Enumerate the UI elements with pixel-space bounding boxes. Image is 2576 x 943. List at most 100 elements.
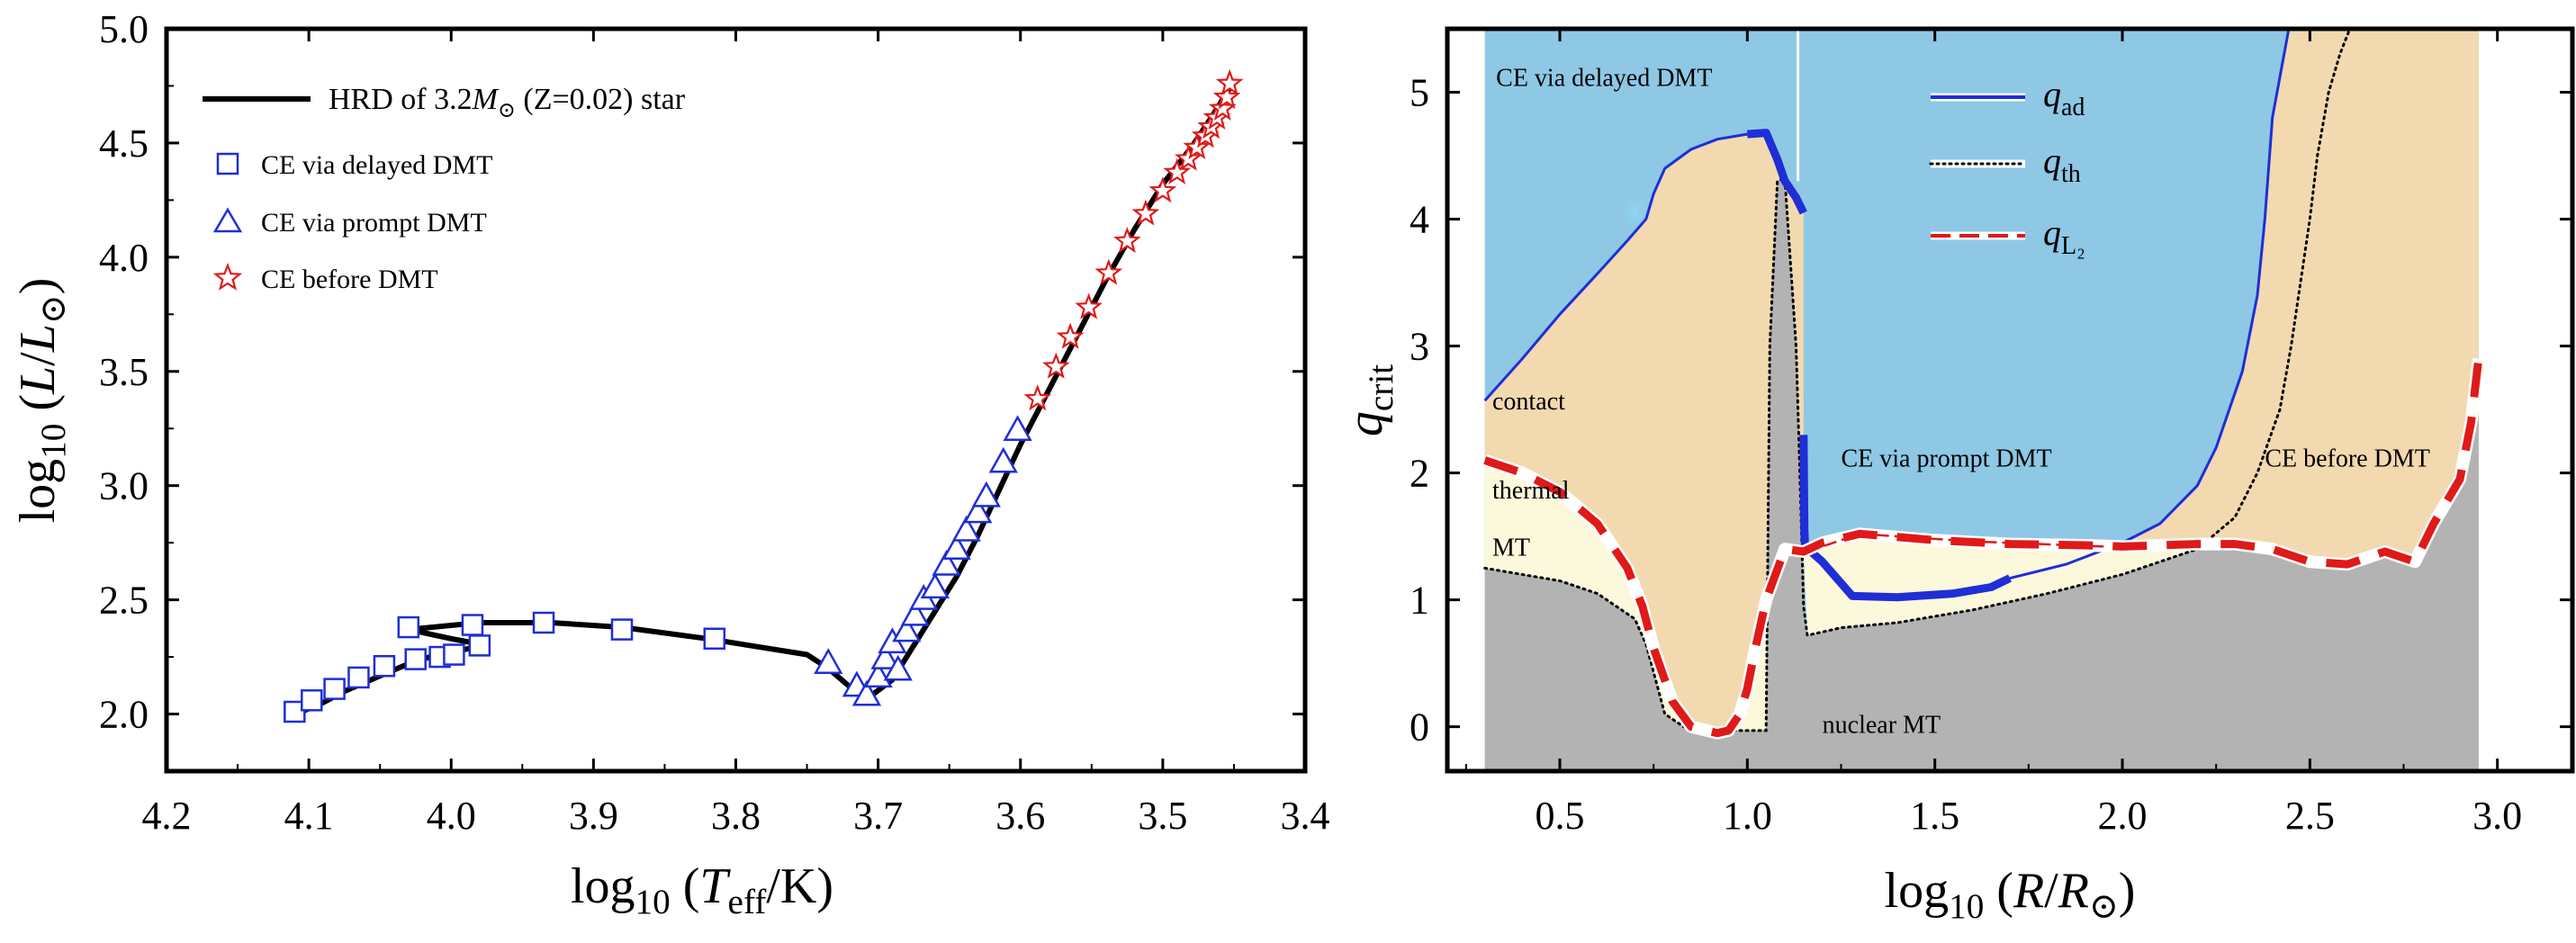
prompt-dmt-marker	[814, 648, 843, 674]
hrd-panel: 4.2 4.1 4.0 3.9 3.8 3.7 3.6 3.5 3.4 2.0 2.5 3.0 3.5…	[10, 7, 1330, 921]
prompt-dmt-marker	[920, 572, 950, 599]
legend-qth-label: qth	[2043, 140, 2081, 188]
region-label: CE before DMT	[2265, 445, 2430, 473]
prompt-dmt-marker	[971, 480, 1001, 507]
y-tick-label: 2	[1410, 452, 1429, 496]
before-dmt-marker	[1113, 227, 1141, 254]
before-dmt-marker	[1041, 352, 1070, 379]
delayed-dmt-marker	[373, 654, 396, 678]
region-label: nuclear MT	[1823, 712, 1941, 740]
delayed-dmt-marker	[468, 634, 491, 657]
y-tick-label: 4	[1410, 198, 1429, 242]
delayed-dmt-marker	[347, 666, 370, 689]
before-dmt-marker	[1215, 68, 1244, 95]
before-dmt-marker	[1131, 199, 1160, 226]
y-tick-label: 5.0	[99, 7, 149, 51]
region-label: CE via prompt DMT	[1842, 445, 2052, 473]
y-tick-label: 4.5	[99, 121, 149, 166]
qad-curve-1	[1483, 132, 1748, 402]
hrd-x-ticks: 4.2 4.1 4.0 3.9 3.8 3.7 3.6 3.5 3.4	[142, 29, 1330, 838]
prompt-dmt-marker	[1003, 415, 1032, 442]
delayed-dmt-marker	[461, 614, 484, 636]
delayed-dmt-marker	[443, 643, 465, 666]
delayed-dmt-marker	[703, 627, 726, 651]
legend-qad-label: qad	[2043, 74, 2085, 121]
delayed-dmt-marker	[284, 700, 306, 723]
legend-prompt-label: CE via prompt DMT	[261, 208, 487, 238]
y-tick-label: 0	[1410, 705, 1429, 750]
x-tick-label: 0.5	[1536, 794, 1585, 838]
prompt-dmt-marker	[900, 599, 930, 626]
x-tick-label: 3.9	[569, 794, 618, 838]
qcrit-plot-area: CE via delayed DMT contact thermal MT CE via…	[1482, 29, 2485, 771]
y-tick-label: 3.5	[99, 350, 149, 394]
legend-ql2-label: qL₂	[2043, 212, 2085, 260]
qcrit-panel: CE via delayed DMT contact thermal MT CE via…	[1338, 26, 2575, 926]
x-tick-label: 1.5	[1910, 794, 1959, 838]
hrd-markers	[284, 68, 1244, 723]
x-tick-label: 2.5	[2285, 794, 2335, 838]
before-dmt-marker	[1023, 384, 1052, 411]
region-labels: CE via delayed DMT contact thermal MT CE via…	[1492, 64, 2430, 739]
prompt-dmt-marker	[963, 497, 993, 524]
before-dmt-marker	[1075, 292, 1103, 319]
delayed-dmt-marker	[323, 678, 346, 700]
region-label: CE via delayed DMT	[1496, 64, 1712, 92]
y-tick-label: 5	[1410, 71, 1429, 115]
prompt-dmt-marker	[883, 654, 913, 681]
hrd-plot-frame	[164, 26, 1308, 774]
ql2-curve-thin	[1806, 533, 2104, 553]
x-tick-label: 3.6	[995, 794, 1045, 838]
legend-star-marker	[212, 262, 243, 291]
x-tick-label: 2.0	[2098, 794, 2148, 838]
before-dmt-marker	[1094, 258, 1123, 285]
qcrit-x-ticks: 0.5 1.0 1.5 2.0 2.5 3.0	[1464, 29, 2522, 838]
prompt-dmt-marker	[932, 549, 961, 576]
qcrit-x-axis-title: log10 (R/R⊙)	[1885, 863, 2136, 926]
x-tick-label: 3.5	[1138, 794, 1187, 838]
x-tick-label: 3.8	[711, 794, 761, 838]
prompt-dmt-marker	[870, 643, 900, 669]
y-tick-label: 2.5	[99, 579, 149, 623]
delayed-dmt-marker	[610, 618, 634, 641]
x-tick-label: 1.0	[1723, 794, 1772, 838]
delayed-dmt-marker	[404, 648, 427, 670]
before-dmt-marker	[1163, 157, 1192, 184]
legend-track-label: HRD of 3.2M⊙ (Z=0.02) star	[329, 83, 686, 122]
delayed-dmt-marker	[301, 689, 323, 712]
hrd-y-ticks: 2.0 2.5 3.0 3.5 4.0 4.5 5.0	[99, 7, 1305, 772]
qcrit-plot-frame	[1445, 26, 2575, 774]
hrd-y-axis-title: log10 (L/L⊙)	[10, 278, 73, 524]
hrd-plot-area	[284, 68, 1244, 723]
before-dmt-marker	[1212, 83, 1241, 110]
region-nuclear-mt	[1484, 178, 2479, 771]
ql2-curve	[1483, 358, 2483, 738]
before-dmt-marker	[1056, 322, 1085, 349]
delayed-dmt-marker	[532, 611, 555, 634]
x-tick-label: 3.0	[2472, 794, 2522, 838]
x-tick-label: 3.4	[1281, 794, 1330, 838]
legend-triangle-marker	[212, 207, 243, 233]
x-tick-label: 4.0	[427, 794, 476, 838]
hrd-legend: HRD of 3.2M⊙ (Z=0.02) star CE via delaye…	[203, 83, 686, 294]
region-label: thermal	[1492, 477, 1570, 505]
legend-delayed-label: CE via delayed DMT	[261, 150, 492, 180]
before-dmt-marker	[1183, 132, 1211, 160]
qcrit-y-axis-title: qcrit	[1338, 364, 1401, 436]
x-tick-label: 3.7	[853, 794, 903, 838]
qad-curve-thick	[1746, 129, 2012, 602]
x-tick-label: 4.1	[284, 794, 334, 838]
before-dmt-marker	[1175, 144, 1202, 171]
qcrit-legend: qad qth qL₂	[1929, 74, 2085, 260]
prompt-dmt-marker	[892, 615, 922, 642]
y-tick-label: 2.0	[99, 693, 149, 737]
region-label: contact	[1492, 388, 1565, 416]
x-tick-label: 4.2	[142, 794, 192, 838]
hrd-x-axis-title: log10 (Teff/K)	[571, 858, 833, 921]
y-tick-label: 1	[1410, 579, 1429, 623]
legend-square-marker	[216, 152, 239, 175]
prompt-dmt-marker	[863, 661, 893, 688]
delayed-dmt-marker	[397, 615, 420, 639]
prompt-dmt-marker	[941, 534, 971, 561]
